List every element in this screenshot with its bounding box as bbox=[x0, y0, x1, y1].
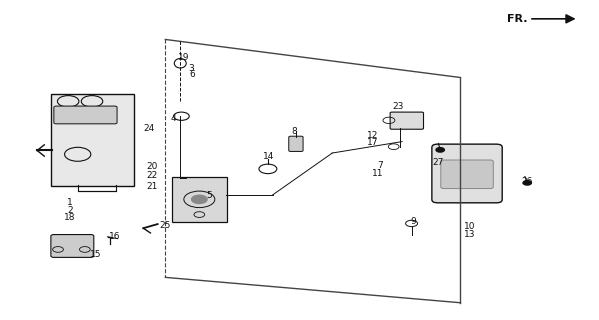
Text: 9: 9 bbox=[410, 217, 416, 226]
FancyBboxPatch shape bbox=[51, 94, 134, 186]
Text: 1: 1 bbox=[67, 198, 73, 207]
FancyBboxPatch shape bbox=[289, 136, 303, 151]
Text: 4: 4 bbox=[170, 114, 176, 123]
Text: 3: 3 bbox=[188, 63, 194, 73]
Text: 24: 24 bbox=[144, 124, 155, 133]
Text: 12: 12 bbox=[367, 131, 378, 140]
FancyBboxPatch shape bbox=[54, 106, 117, 124]
Text: FR.: FR. bbox=[507, 14, 527, 24]
FancyBboxPatch shape bbox=[390, 112, 423, 129]
Text: 8: 8 bbox=[292, 127, 298, 136]
Text: 19: 19 bbox=[177, 53, 189, 62]
FancyBboxPatch shape bbox=[51, 235, 94, 257]
Text: 23: 23 bbox=[392, 102, 404, 111]
Text: 20: 20 bbox=[146, 163, 158, 172]
Text: 27: 27 bbox=[432, 158, 444, 167]
Text: 15: 15 bbox=[90, 250, 101, 259]
Text: 7: 7 bbox=[377, 161, 383, 170]
Text: 21: 21 bbox=[146, 181, 158, 190]
Text: 18: 18 bbox=[64, 213, 75, 222]
Text: 10: 10 bbox=[464, 222, 475, 231]
Text: 6: 6 bbox=[189, 70, 195, 79]
Text: 22: 22 bbox=[146, 171, 158, 180]
Text: 16: 16 bbox=[109, 232, 120, 241]
FancyBboxPatch shape bbox=[441, 160, 493, 188]
Text: 11: 11 bbox=[373, 169, 384, 178]
FancyBboxPatch shape bbox=[172, 178, 227, 221]
Text: 13: 13 bbox=[464, 230, 475, 239]
FancyBboxPatch shape bbox=[432, 144, 502, 203]
Text: 17: 17 bbox=[367, 138, 378, 147]
Text: 5: 5 bbox=[206, 191, 212, 200]
Text: 14: 14 bbox=[263, 152, 274, 161]
Text: 25: 25 bbox=[160, 221, 171, 230]
Circle shape bbox=[523, 180, 531, 185]
Text: 2: 2 bbox=[67, 206, 72, 215]
Text: 26: 26 bbox=[522, 177, 533, 186]
Circle shape bbox=[192, 195, 207, 204]
Circle shape bbox=[436, 148, 444, 152]
